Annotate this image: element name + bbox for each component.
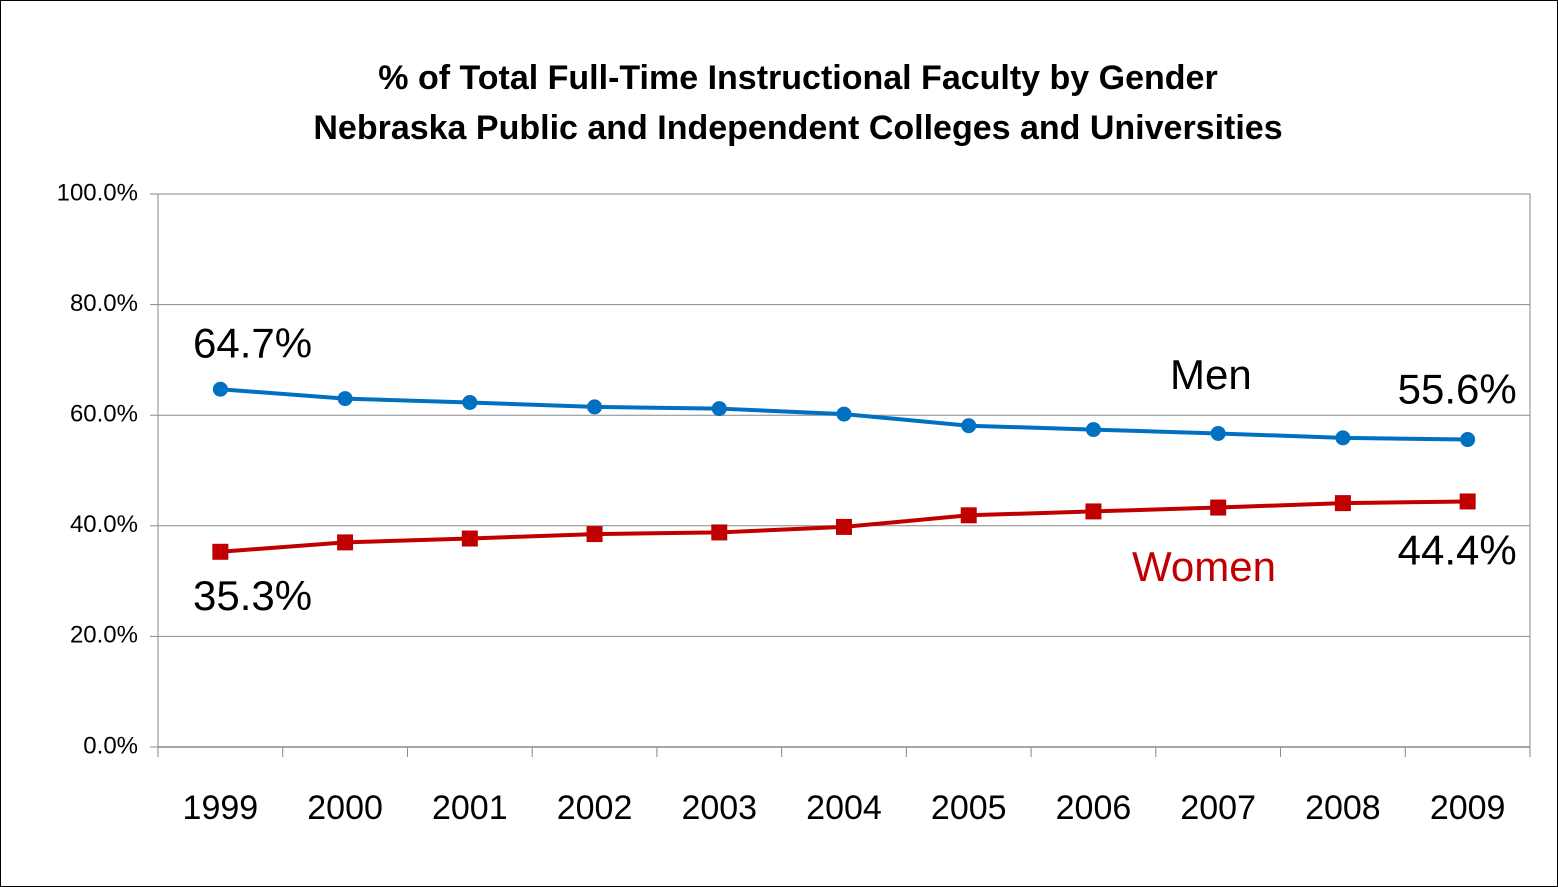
x-tick-label: 2006 bbox=[1056, 789, 1132, 827]
x-tick-label: 2005 bbox=[931, 789, 1007, 827]
series-marker bbox=[1210, 499, 1227, 516]
series-marker bbox=[337, 534, 354, 551]
series-marker bbox=[1460, 432, 1476, 448]
series-marker bbox=[836, 406, 852, 422]
series-marker bbox=[1085, 422, 1101, 438]
y-tick-label: 0.0% bbox=[83, 732, 138, 759]
data-label: 64.7% bbox=[193, 319, 312, 366]
x-tick-label: 2003 bbox=[681, 789, 757, 827]
series-marker bbox=[212, 543, 229, 560]
y-tick-label: 20.0% bbox=[70, 622, 138, 649]
x-tick-label: 2008 bbox=[1305, 789, 1381, 827]
series-marker bbox=[212, 381, 228, 397]
x-tick-label: 2004 bbox=[806, 789, 882, 827]
series-marker bbox=[960, 507, 977, 524]
series-label: Men bbox=[1170, 351, 1252, 398]
x-tick-label: 2007 bbox=[1180, 789, 1256, 827]
x-tick-label: 2001 bbox=[432, 789, 508, 827]
x-tick-label: 1999 bbox=[183, 789, 259, 827]
series-marker bbox=[462, 394, 478, 410]
series-marker bbox=[1335, 430, 1351, 446]
series-marker bbox=[711, 401, 727, 417]
series-marker bbox=[711, 524, 728, 541]
y-tick-label: 80.0% bbox=[70, 290, 138, 317]
series-marker bbox=[586, 526, 603, 543]
data-label: 55.6% bbox=[1398, 366, 1517, 413]
data-label: 35.3% bbox=[193, 572, 312, 619]
series-marker bbox=[836, 518, 852, 535]
x-tick-label: 2009 bbox=[1430, 789, 1506, 827]
series-marker bbox=[961, 418, 977, 434]
y-tick-label: 40.0% bbox=[70, 511, 138, 538]
series-marker bbox=[1459, 493, 1476, 510]
x-tick-label: 2000 bbox=[307, 789, 383, 827]
series-marker bbox=[1334, 495, 1351, 512]
y-tick-label: 100.0% bbox=[57, 179, 138, 206]
series-marker bbox=[587, 399, 603, 415]
data-label: 44.4% bbox=[1398, 527, 1517, 574]
x-tick-label: 2002 bbox=[557, 789, 633, 827]
series-marker bbox=[1085, 503, 1102, 520]
y-tick-label: 60.0% bbox=[70, 401, 138, 428]
series-marker bbox=[461, 530, 478, 547]
chart-subtitle: Nebraska Public and Independent Colleges… bbox=[313, 109, 1282, 147]
series-marker bbox=[337, 391, 353, 407]
series-marker bbox=[1210, 425, 1226, 441]
series-label: Women bbox=[1132, 543, 1276, 590]
chart-title: % of Total Full-Time Instructional Facul… bbox=[378, 59, 1217, 97]
